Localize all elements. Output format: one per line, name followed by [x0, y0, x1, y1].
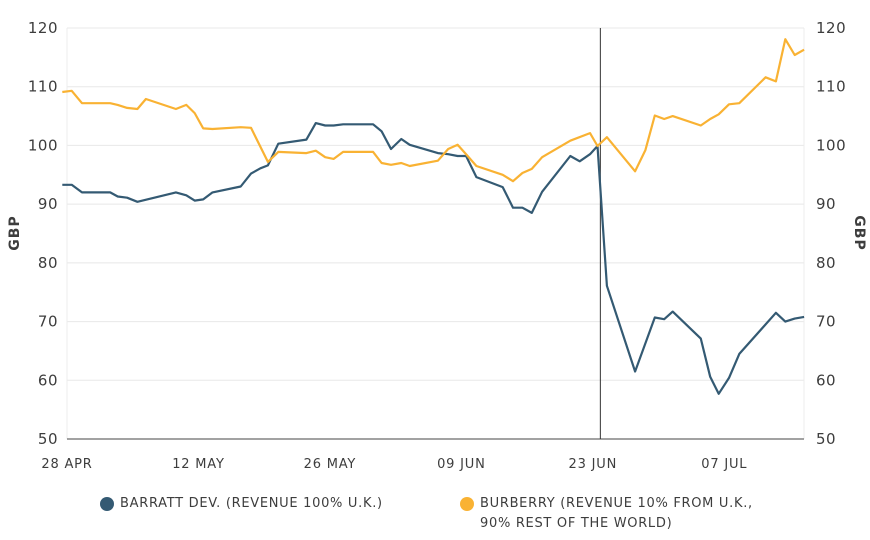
series-line-barratt [62, 121, 805, 395]
y-tick-label-left: 70 [38, 313, 58, 331]
x-tick-label: 23 JUN [569, 457, 618, 472]
y-axis-right: 50 60 70 80 90 100 110 120 [816, 19, 846, 448]
legend-item-barratt: BARRATT DEV. (REVENUE 100% U.K.) [100, 494, 430, 514]
y-tick-label-right: 50 [816, 430, 836, 448]
y-tick-label-right: 90 [816, 195, 836, 213]
x-tick-label: 26 MAY [304, 457, 357, 472]
x-axis: 28 APR 12 MAY 26 MAY 09 JUN 23 JUN 07 JUL [41, 457, 747, 472]
y-tick-label-left: 60 [38, 371, 58, 389]
y-tick-label-left: 80 [38, 254, 58, 272]
y-tick-label-left: 50 [38, 430, 58, 448]
legend-swatch-burberry [460, 497, 474, 511]
y-axis-title-right: GBP [851, 215, 867, 250]
y-axis-title-left: GBP [7, 215, 23, 250]
y-tick-label-right: 120 [816, 19, 846, 37]
gridlines [66, 27, 805, 440]
legend-label-barratt: BARRATT DEV. (REVENUE 100% U.K.) [120, 496, 383, 511]
y-tick-label-right: 110 [816, 78, 846, 96]
y-tick-label-right: 70 [816, 313, 836, 331]
y-axis-left: 50 60 70 80 90 100 110 120 [28, 19, 58, 448]
legend-label-burberry-line2: 90% REST OF THE WORLD) [480, 516, 673, 531]
x-tick-label: 12 MAY [172, 457, 225, 472]
y-tick-label-right: 80 [816, 254, 836, 272]
legend-label-burberry-line1: BURBERRY (REVENUE 10% FROM U.K., [480, 496, 753, 511]
y-tick-label-left: 100 [28, 136, 58, 154]
y-tick-label-left: 120 [28, 19, 58, 37]
x-tick-label: 28 APR [41, 457, 92, 472]
series-line-burberry [62, 38, 805, 183]
y-tick-label-right: 60 [816, 371, 836, 389]
legend-swatch-barratt [100, 497, 114, 511]
y-tick-label-left: 90 [38, 195, 58, 213]
x-tick-label: 07 JUL [701, 457, 747, 472]
series-layer [62, 38, 805, 395]
legend-item-burberry: BURBERRY (REVENUE 10% FROM U.K., 90% RES… [460, 494, 790, 534]
x-tick-label: 09 JUN [437, 457, 486, 472]
y-tick-label-left: 110 [28, 78, 58, 96]
y-tick-label-right: 100 [816, 136, 846, 154]
